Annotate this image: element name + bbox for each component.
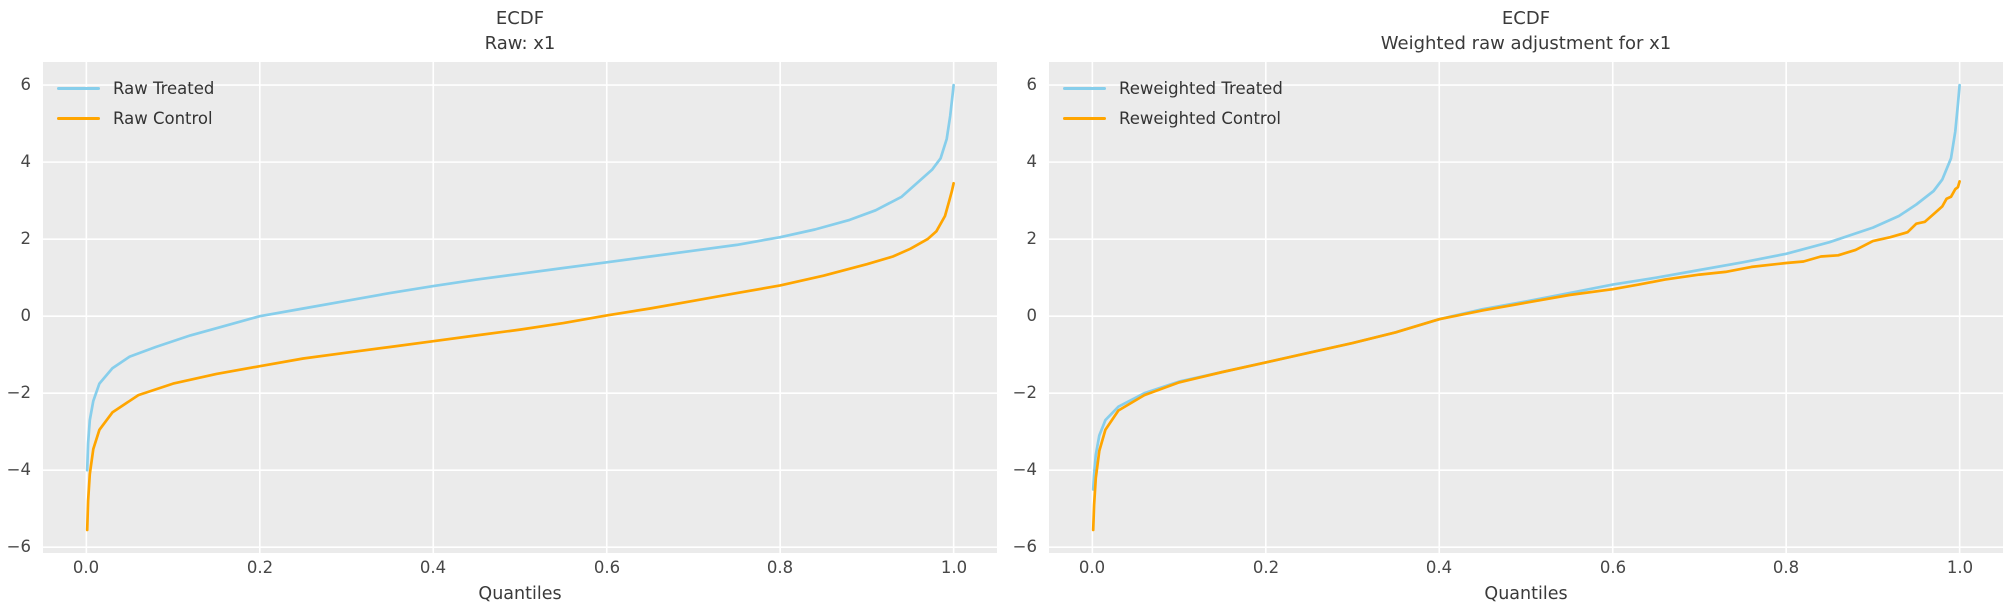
y-tick-label: 2	[1026, 229, 1038, 248]
x-tick-label: 0.4	[419, 558, 447, 577]
x-tick-label: 1.0	[940, 558, 968, 577]
raw-control-line	[85, 181, 955, 532]
axes-raw: Raw Treated Raw Control	[43, 62, 997, 553]
raw-treated-line	[85, 83, 955, 472]
y-tick-label: −4	[6, 460, 31, 479]
plot-raw: ECDF Raw: x1 Raw Treated Raw Control 6 4 2 0…	[0, 0, 1005, 611]
legend-line-icon	[57, 116, 100, 120]
legend-line-icon	[57, 86, 100, 90]
legend-line-icon	[1063, 116, 1106, 120]
y-tick-label: −6	[6, 537, 31, 556]
x-tick-label: 0.8	[766, 558, 794, 577]
legend-item-reweighted-treated: Reweighted Treated	[1063, 73, 1283, 103]
y-tick-label: 4	[1026, 152, 1038, 171]
x-axis-label: Quantiles	[478, 584, 562, 604]
y-tick-label: 6	[1026, 75, 1038, 94]
y-tick-label: 2	[20, 229, 32, 248]
plot-title: ECDF Weighted raw adjustment for x1	[1049, 6, 2003, 56]
axes-weighted: Reweighted Treated Reweighted Control	[1049, 62, 2003, 553]
x-tick-label: 0.6	[1599, 558, 1627, 577]
x-axis-ticks: 0.0 0.2 0.4 0.6 0.8 1.0	[1049, 558, 2003, 580]
plot-title-line1: ECDF	[1501, 8, 1551, 29]
y-tick-label: −2	[1012, 383, 1037, 402]
y-tick-label: 6	[20, 75, 32, 94]
y-tick-label: 4	[20, 152, 32, 171]
y-tick-label: −6	[1012, 537, 1037, 556]
y-axis-ticks: 6 4 2 0 −2 −4 −6	[1006, 62, 1043, 556]
x-axis-label: Quantiles	[1484, 584, 1568, 604]
x-tick-label: 0.4	[1425, 558, 1453, 577]
y-tick-label: 0	[20, 306, 32, 325]
plot-weighted: ECDF Weighted raw adjustment for x1 Rewe…	[1006, 0, 2011, 611]
legend-label: Raw Control	[113, 108, 213, 128]
x-tick-label: 0.0	[72, 558, 100, 577]
x-tick-label: 0.2	[246, 558, 274, 577]
plot-canvas	[1049, 62, 2003, 553]
plot-title-line1: ECDF	[495, 8, 545, 29]
reweighted-control-line	[1091, 180, 1961, 532]
y-tick-label: −4	[1012, 460, 1037, 479]
legend-label: Reweighted Treated	[1119, 78, 1283, 98]
x-axis-ticks: 0.0 0.2 0.4 0.6 0.8 1.0	[43, 558, 997, 580]
x-tick-label: 1.0	[1946, 558, 1974, 577]
plot-title-line2: Weighted raw adjustment for x1	[1380, 33, 1672, 54]
legend-item-raw-treated: Raw Treated	[57, 73, 214, 103]
x-tick-label: 0.6	[593, 558, 621, 577]
y-tick-label: −2	[6, 383, 31, 402]
x-tick-label: 0.0	[1078, 558, 1106, 577]
legend-label: Raw Treated	[113, 78, 215, 98]
legend-item-raw-control: Raw Control	[57, 103, 214, 133]
legend: Raw Treated Raw Control	[57, 73, 214, 133]
plot-canvas	[43, 62, 997, 553]
plot-title-line2: Raw: x1	[484, 33, 556, 54]
plot-title: ECDF Raw: x1	[43, 6, 997, 56]
reweighted-treated-line	[1091, 83, 1961, 491]
legend: Reweighted Treated Reweighted Control	[1063, 73, 1283, 133]
y-tick-label: 0	[1026, 306, 1038, 325]
legend-item-reweighted-control: Reweighted Control	[1063, 103, 1283, 133]
x-tick-label: 0.8	[1772, 558, 1800, 577]
legend-line-icon	[1063, 86, 1106, 90]
y-axis-ticks: 6 4 2 0 −2 −4 −6	[0, 62, 37, 556]
x-tick-label: 0.2	[1252, 558, 1280, 577]
legend-label: Reweighted Control	[1119, 108, 1282, 128]
